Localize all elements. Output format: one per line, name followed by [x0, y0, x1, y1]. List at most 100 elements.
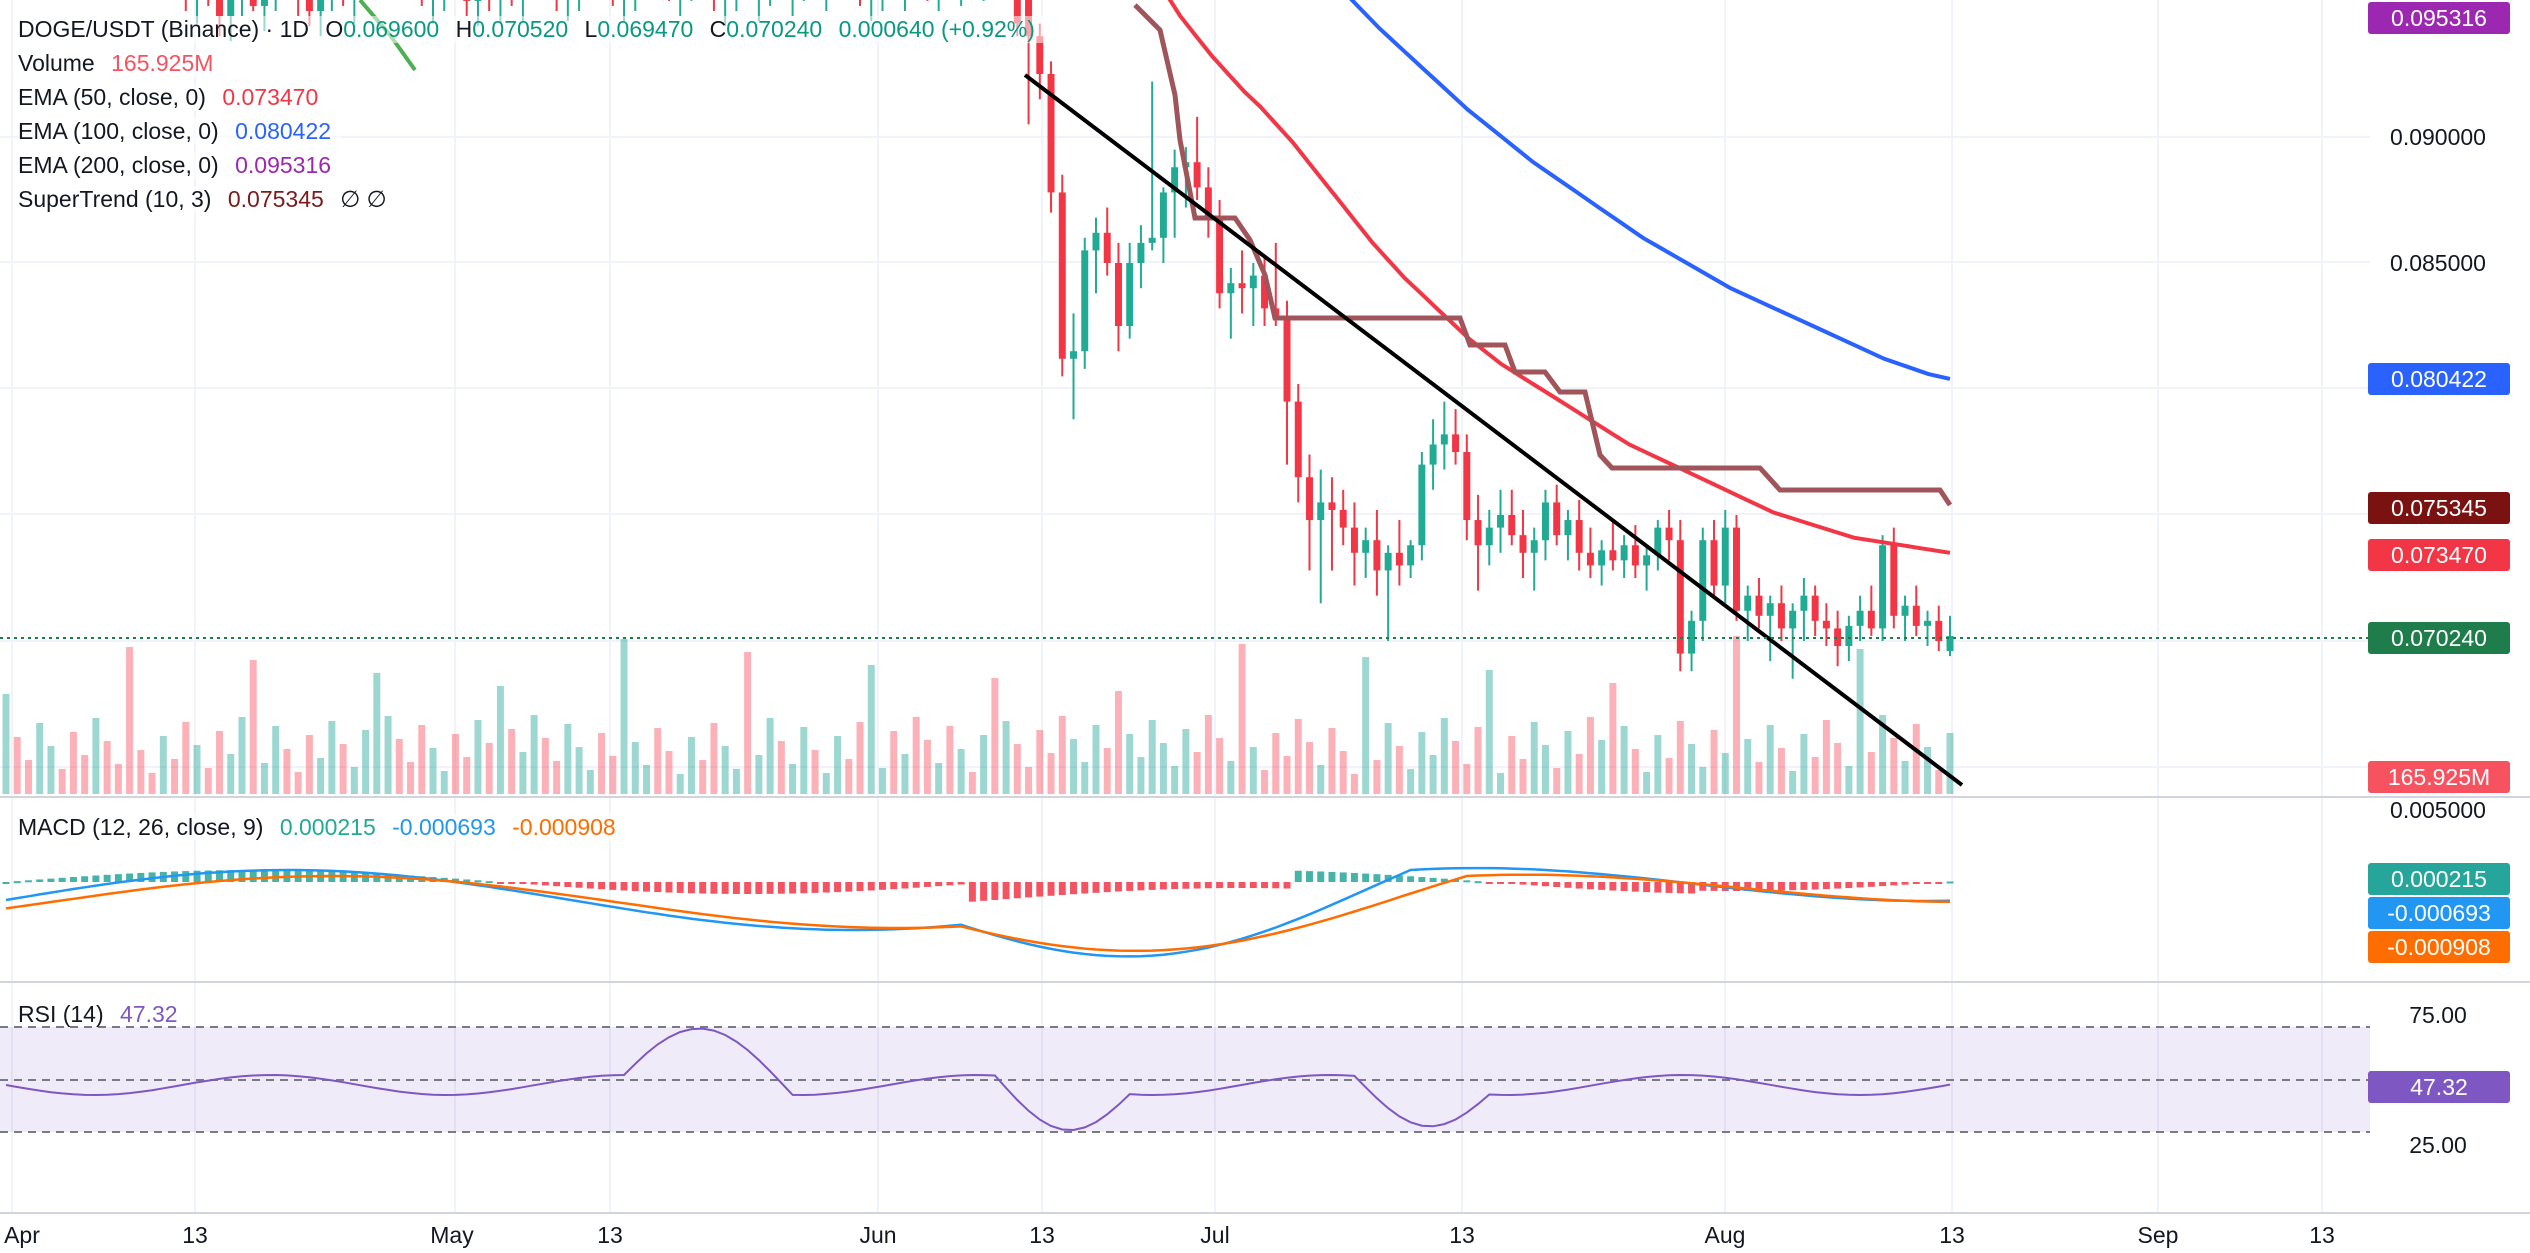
- volume-bar: [126, 647, 134, 794]
- candle: [1777, 585, 1785, 641]
- candle: [1362, 527, 1370, 578]
- supertrend-legend-value: 0.075345: [227, 186, 324, 212]
- ema100-label: EMA (100, close, 0): [18, 118, 219, 144]
- x-tick-label: 13: [182, 1222, 208, 1248]
- candle-body: [1901, 605, 1909, 616]
- candle: [1755, 578, 1763, 629]
- candle-body: [1249, 275, 1257, 289]
- candle: [488, 0, 491, 11]
- macd-bar: [609, 882, 617, 890]
- volume-bar: [1665, 758, 1673, 794]
- volume-bar: [272, 726, 280, 794]
- volume-bar: [283, 749, 291, 794]
- volume-bar: [1822, 720, 1830, 794]
- rsi-tick-label: 75.00: [2409, 1002, 2467, 1028]
- volume-bar: [1159, 743, 1167, 794]
- volume-bar: [1688, 744, 1696, 794]
- macd-bar: [1013, 882, 1021, 899]
- macd-bar: [1362, 873, 1370, 882]
- volume-bar: [710, 723, 718, 794]
- macd-bar: [1317, 871, 1325, 882]
- macd-bar: [1103, 882, 1111, 893]
- candle: [1227, 268, 1235, 339]
- macd-bar: [1137, 882, 1145, 891]
- ema200-legend-value: 0.095316: [235, 152, 332, 178]
- macd-bar: [1249, 882, 1257, 889]
- candle-body: [1834, 628, 1842, 647]
- candle: [1407, 540, 1415, 578]
- candle-body: [1710, 540, 1718, 586]
- volume-bar: [1643, 772, 1651, 794]
- volume-bar: [2, 694, 10, 794]
- candle: [432, 0, 435, 24]
- macd-bar: [968, 882, 976, 902]
- candle: [196, 0, 199, 24]
- volume-bar: [766, 718, 774, 794]
- candle-body: [1126, 263, 1134, 326]
- volume-bar: [643, 765, 650, 794]
- candle: [1463, 434, 1471, 541]
- macd-bar: [1070, 882, 1077, 895]
- candle-body: [463, 0, 471, 1]
- candle: [1620, 535, 1628, 578]
- macd-signal-legend: -0.000908: [512, 814, 616, 840]
- candle: [1766, 595, 1774, 662]
- candle: [1553, 484, 1561, 546]
- candle: [870, 0, 873, 22]
- volume-bar: [1497, 773, 1505, 794]
- macd-bar: [474, 880, 482, 883]
- candle-body: [1755, 595, 1763, 616]
- candle-body: [1744, 595, 1752, 611]
- macd-tick-label: 0.005000: [2390, 797, 2486, 823]
- volume-bar: [1013, 744, 1021, 794]
- macd-bar: [1306, 871, 1313, 882]
- macd-bar: [991, 882, 999, 900]
- macd-bar: [1452, 879, 1460, 882]
- candle: [297, 0, 300, 17]
- candle: [903, 0, 906, 11]
- candle-body: [1452, 434, 1460, 452]
- macd-bar: [1002, 882, 1010, 900]
- macd-bar: [564, 882, 572, 888]
- open-value: 0.069600: [343, 16, 440, 42]
- ema100-legend-value: 0.080422: [235, 118, 332, 144]
- volume-bar: [1002, 721, 1010, 794]
- candle-body: [1879, 545, 1887, 629]
- candle-body: [1665, 527, 1673, 541]
- volume-bar: [1631, 749, 1639, 794]
- ema50-line: [1167, 0, 1951, 555]
- volume-bar: [553, 761, 561, 794]
- volume-bar: [1867, 752, 1875, 794]
- candle: [1912, 585, 1920, 636]
- volume-bar: [1508, 736, 1516, 794]
- volume-bar: [1058, 716, 1066, 794]
- volume-bar: [1721, 753, 1729, 794]
- candle: [1598, 540, 1606, 586]
- volume-bar: [1946, 733, 1954, 794]
- volume-bar: [1294, 719, 1302, 794]
- x-tick-label: 13: [1029, 1222, 1055, 1248]
- volume-bar: [1519, 759, 1527, 794]
- volume-bar: [294, 772, 302, 794]
- candle: [1373, 509, 1381, 596]
- volume-bar: [1856, 649, 1864, 794]
- candle-body: [1485, 527, 1493, 546]
- macd-hist-legend: 0.000215: [279, 814, 376, 840]
- ema50-legend: EMA (50, close, 0) 0.073470: [18, 84, 329, 111]
- candle: [1159, 187, 1167, 263]
- macd-legend: MACD (12, 26, close, 9) 0.000215 -0.0006…: [18, 814, 626, 841]
- macd-bar: [1373, 874, 1381, 882]
- candle: [1103, 207, 1111, 276]
- volume-bar: [317, 758, 325, 794]
- macd-label: MACD (12, 26, close, 9): [18, 814, 264, 840]
- macd-bar: [541, 882, 549, 886]
- macd-bar: [1395, 875, 1403, 882]
- x-tick-label: Apr: [4, 1222, 40, 1248]
- volume-bar: [373, 673, 381, 794]
- macd-bar: [1272, 882, 1280, 889]
- macd-bar: [1867, 882, 1875, 887]
- macd-bar: [1553, 882, 1561, 888]
- macd-bar: [58, 877, 66, 882]
- volume-bar: [1036, 730, 1044, 794]
